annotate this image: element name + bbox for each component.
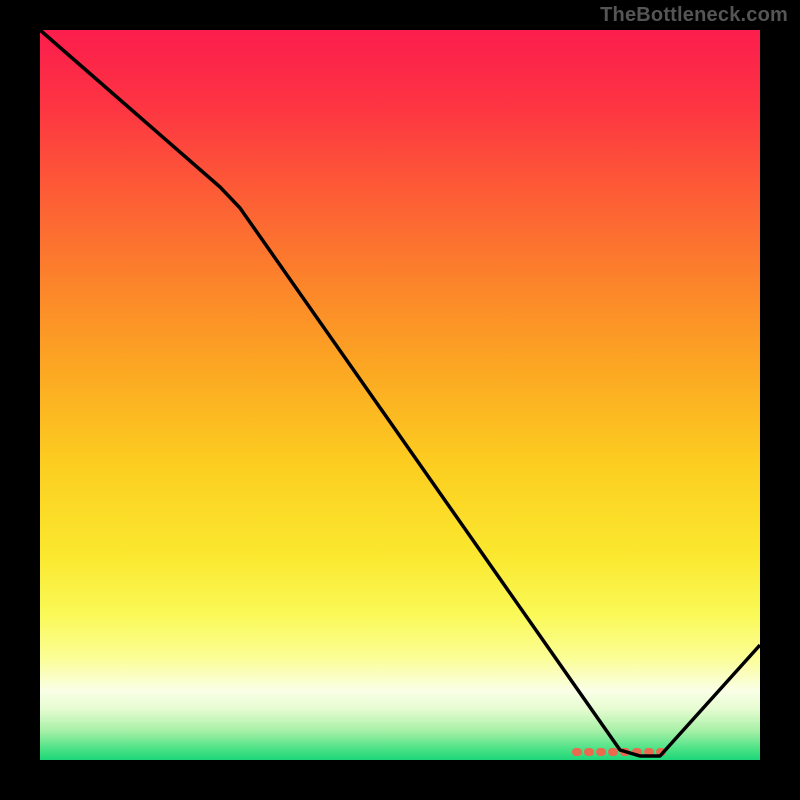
chart-plot [0, 0, 800, 800]
plot-background [40, 30, 760, 760]
attribution-text: TheBottleneck.com [600, 4, 788, 27]
